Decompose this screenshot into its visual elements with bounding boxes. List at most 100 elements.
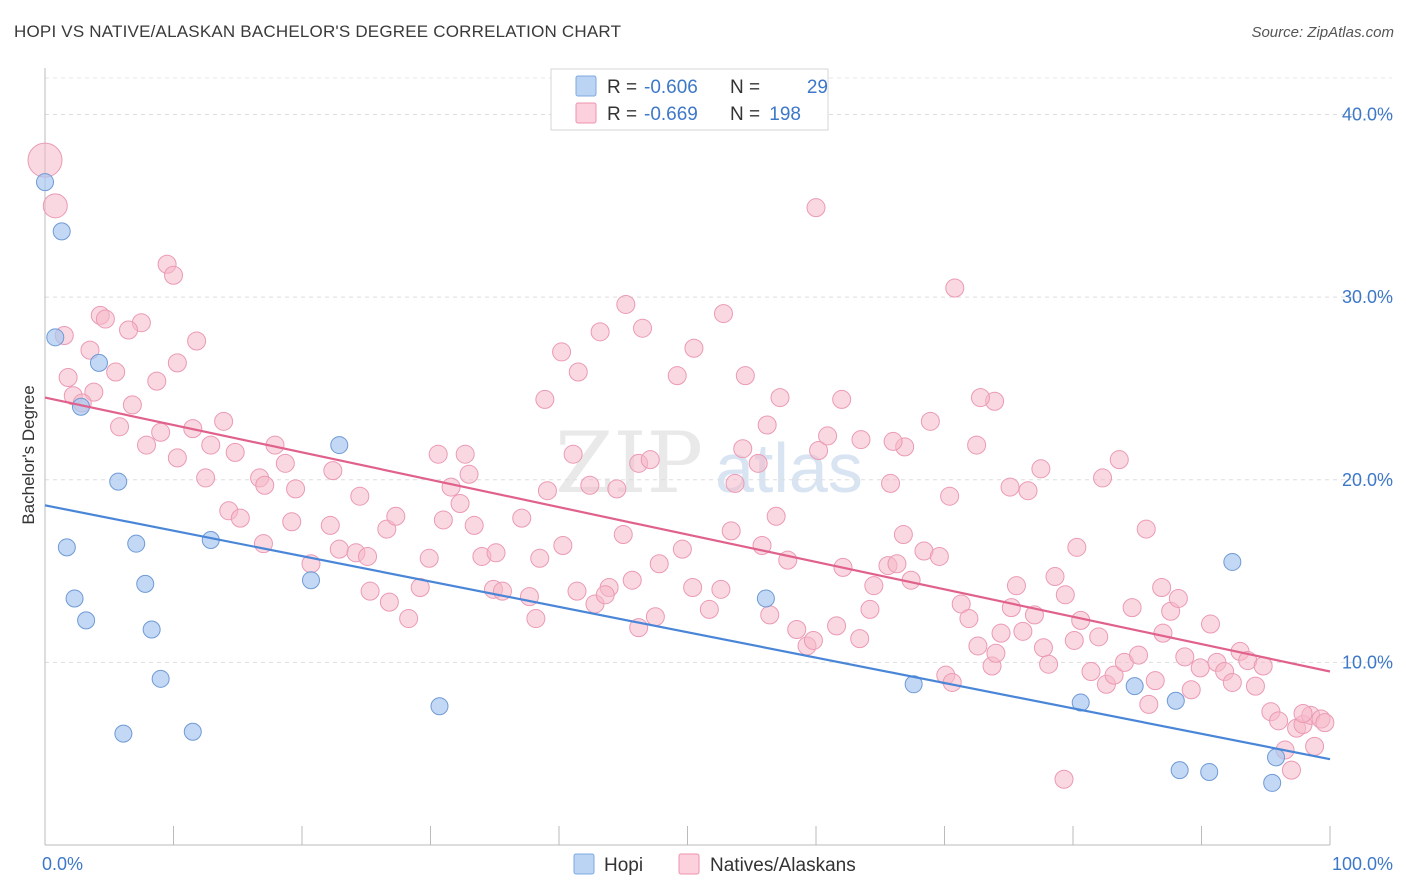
native-point [595, 585, 615, 605]
native-point [419, 548, 439, 568]
legend-r-label-native: R = [607, 104, 637, 125]
hopi-point [142, 620, 161, 639]
native-point [1168, 588, 1188, 608]
native-point [1122, 598, 1142, 618]
native-point [850, 629, 870, 649]
native-point [1190, 658, 1210, 678]
native-point [633, 318, 653, 338]
native-point [1293, 704, 1313, 724]
native-point [760, 605, 780, 625]
native-point [1315, 713, 1335, 733]
hopi-point [1200, 762, 1219, 781]
native-point [1045, 567, 1065, 587]
native-point [329, 539, 349, 559]
native-point [827, 616, 847, 636]
y-tick-label: 40.0% [1342, 105, 1393, 125]
legend-swatch-native [575, 102, 597, 124]
native-point [255, 475, 275, 495]
native-point [803, 630, 823, 650]
native-point [386, 506, 406, 526]
native-point [350, 486, 370, 506]
native-point [196, 468, 216, 488]
hopi-point [36, 173, 54, 192]
native-point [991, 623, 1011, 643]
hopi-point [151, 669, 170, 688]
native-point [1031, 459, 1051, 479]
native-point [122, 395, 142, 415]
hopi-trend-line [44, 504, 1331, 761]
legend-bottom-label-native: Natives/Alaskans [710, 855, 856, 876]
native-point [1089, 627, 1109, 647]
legend-bottom-swatch-native [678, 853, 700, 875]
native-point [770, 388, 790, 408]
legend-bottom-label-hopi: Hopi [604, 855, 643, 876]
native-point [95, 309, 115, 329]
native-point [1055, 585, 1075, 605]
watermark-zip: ZIP [555, 414, 703, 512]
native-point [1181, 680, 1201, 700]
native-point [1153, 623, 1173, 643]
legend-top: R = -0.606 N = 29 R = -0.669 N = 198 [550, 68, 829, 131]
native-point [27, 142, 63, 178]
native-point [711, 579, 731, 599]
native-point [286, 479, 306, 499]
native-point [787, 620, 807, 640]
native-point [622, 570, 642, 590]
hopi-point [756, 589, 775, 608]
native-point [1067, 537, 1087, 557]
native-point [733, 439, 753, 459]
native-point [84, 382, 104, 402]
native-point [1305, 736, 1325, 756]
native-point [399, 609, 419, 629]
native-point [450, 494, 470, 514]
hopi-point [65, 589, 84, 608]
native-point [42, 193, 68, 219]
native-point [225, 442, 245, 462]
native-point [590, 322, 610, 342]
native-trend-line [44, 396, 1331, 673]
native-point [58, 367, 78, 387]
native-point [151, 422, 171, 442]
hopi-point [1071, 693, 1090, 712]
native-point [748, 453, 768, 473]
native-point [512, 508, 532, 528]
hopi-point [904, 675, 923, 694]
native-point [1136, 519, 1156, 539]
hopi-point [57, 538, 76, 557]
chart-title: HOPI VS NATIVE/ALASKAN BACHELOR'S DEGREE… [14, 22, 622, 41]
native-point [667, 366, 687, 386]
native-point [1093, 468, 1113, 488]
native-point [535, 389, 555, 409]
native-point [1245, 676, 1265, 696]
native-point [766, 506, 786, 526]
native-point [986, 643, 1006, 663]
hopi-point [89, 353, 108, 372]
native-point [1269, 711, 1289, 731]
hopi-point [1223, 552, 1242, 571]
native-point [809, 441, 829, 461]
y-tick-label: 10.0% [1342, 652, 1393, 672]
native-point [553, 536, 573, 556]
native-point [110, 417, 130, 437]
native-point [883, 431, 903, 451]
hopi-point [330, 436, 349, 455]
legend-n-value-hopi: 29 [807, 77, 828, 98]
native-point [568, 362, 588, 382]
native-point [580, 475, 600, 495]
native-point [1109, 450, 1129, 470]
native-point [563, 444, 583, 464]
native-point [818, 426, 838, 446]
native-point [959, 609, 979, 629]
native-point [187, 331, 207, 351]
native-point [725, 473, 745, 493]
legend-bottom-swatch-hopi [573, 853, 595, 875]
native-point [530, 548, 550, 568]
native-point [1064, 630, 1084, 650]
native-point [1281, 760, 1301, 780]
x-tick-label-max: 100.0% [1332, 854, 1393, 874]
native-point [1006, 576, 1026, 596]
native-point [684, 338, 704, 358]
native-point [1033, 638, 1053, 658]
native-point [323, 461, 343, 481]
native-point [851, 430, 871, 450]
